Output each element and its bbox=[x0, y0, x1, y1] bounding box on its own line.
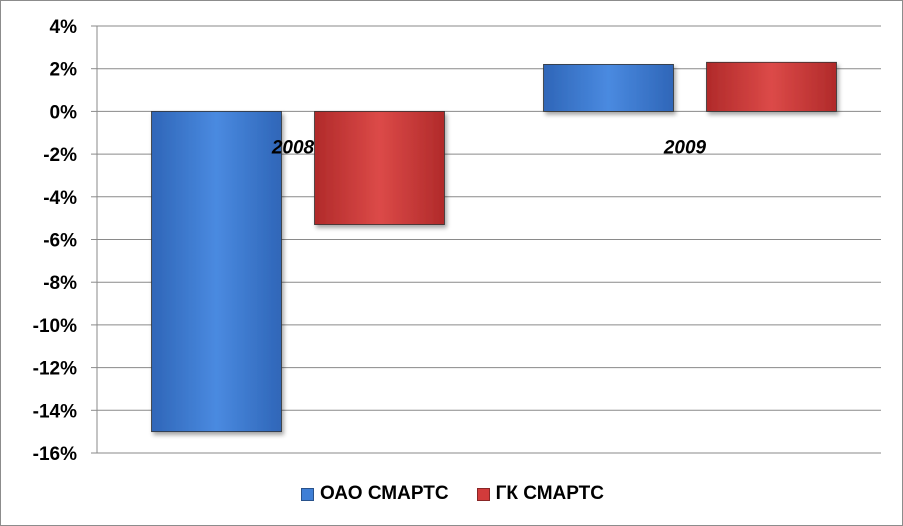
bar-2008-series-1 bbox=[314, 111, 445, 225]
y-tick-label: -14% bbox=[33, 401, 77, 422]
y-tick-label: -8% bbox=[43, 273, 77, 294]
legend-swatch-oao-smarts bbox=[300, 487, 314, 501]
y-tick-label: -16% bbox=[33, 444, 77, 465]
legend: ОАО СМАРТС ГК СМАРТС bbox=[1, 483, 903, 505]
legend-label-gk-smarts: ГК СМАРТС bbox=[495, 483, 605, 504]
bar-chart: 4%2%0%-2%-4%-6%-8%-10%-12%-14%-16% 2008 2… bbox=[33, 17, 881, 465]
bar-2009-series-1 bbox=[706, 61, 837, 112]
y-tick-label: -10% bbox=[33, 316, 77, 337]
category-labels: 2008 2009 bbox=[271, 137, 707, 158]
legend-swatch-gk-smarts bbox=[476, 487, 490, 501]
category-label: 2009 bbox=[663, 137, 707, 158]
y-tick-label: 0% bbox=[50, 102, 78, 123]
y-tick-label: -6% bbox=[43, 231, 77, 252]
legend-item-gk-smarts: ГК СМАРТС bbox=[476, 483, 605, 505]
legend-label-oao-smarts: ОАО СМАРТС bbox=[319, 483, 449, 504]
y-tick-label: 4% bbox=[50, 17, 78, 38]
bar-2009-series-0 bbox=[543, 64, 674, 112]
bars bbox=[151, 61, 837, 433]
y-axis-ticks: 4% 2% 0% -2% -4% -6% -8% -10% -12% -14% -16% bbox=[33, 17, 77, 465]
y-tick-label: -2% bbox=[43, 145, 77, 166]
bar-2008-series-0 bbox=[151, 111, 282, 433]
legend-item-oao-smarts: ОАО СМАРТС bbox=[300, 483, 449, 505]
category-label: 2008 bbox=[271, 137, 315, 158]
y-tick-label: 2% bbox=[50, 60, 78, 81]
y-tick-label: -4% bbox=[43, 188, 77, 209]
y-tick-label: -12% bbox=[33, 359, 77, 380]
